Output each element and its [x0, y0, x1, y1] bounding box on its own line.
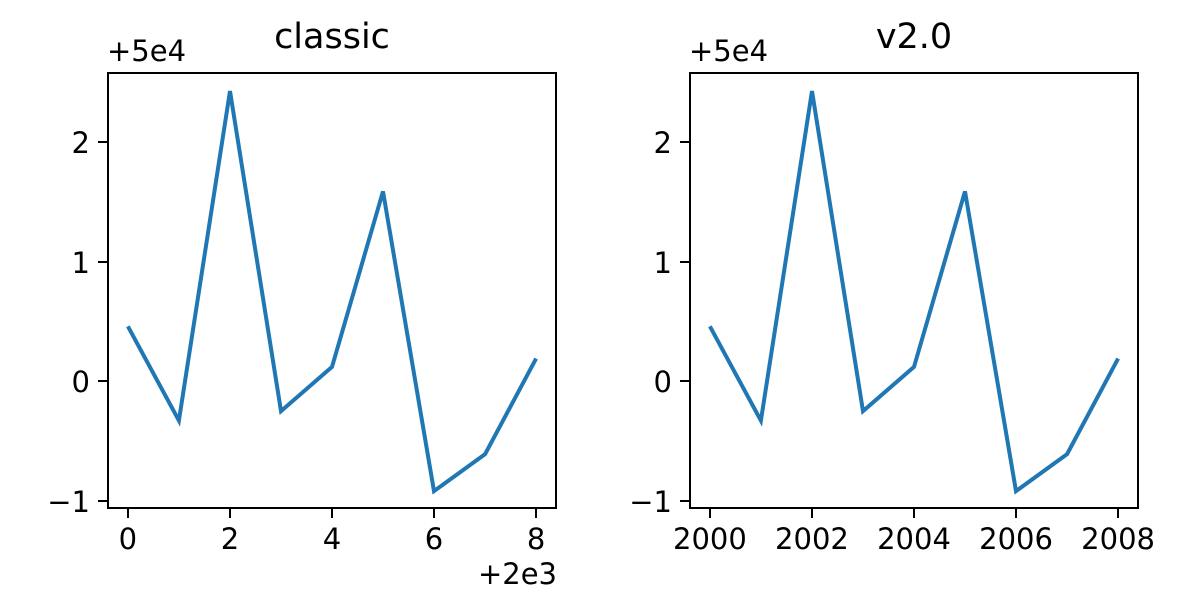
- x-tick-mark: [913, 509, 915, 518]
- x-tick-label: 2008: [1081, 522, 1155, 556]
- x-tick-label: 4: [322, 522, 342, 556]
- y-axis-offset-label: +5e4: [689, 34, 769, 68]
- y-tick-label: −1: [629, 484, 672, 519]
- y-tick-mark: [680, 380, 689, 383]
- x-tick-mark: [535, 509, 538, 518]
- y-tick-label: 1: [71, 245, 90, 280]
- x-tick-label: 2: [220, 522, 240, 556]
- x-tick-label: 2000: [673, 522, 747, 556]
- y-tick-mark: [98, 141, 107, 144]
- x-tick-mark: [1015, 509, 1018, 518]
- y-tick-mark: [98, 499, 107, 502]
- x-tick-label: 2006: [979, 522, 1053, 556]
- y-tick-mark: [680, 260, 689, 263]
- x-tick-label: 2002: [775, 522, 849, 556]
- line-series: [708, 90, 1120, 495]
- x-tick-mark: [331, 509, 333, 518]
- y-tick-label: 2: [71, 126, 90, 161]
- x-tick-mark: [810, 509, 813, 518]
- plot-area: [708, 90, 1120, 495]
- chart-title: v2.0: [875, 17, 953, 57]
- y-tick-label: 2: [653, 126, 672, 161]
- y-tick-label: 0: [653, 365, 672, 400]
- x-tick-label: 6: [424, 522, 444, 556]
- axes-box: [107, 72, 557, 509]
- x-tick-mark: [228, 509, 231, 518]
- x-axis-offset-label: +2e3: [477, 557, 557, 591]
- x-tick-mark: [708, 509, 711, 518]
- chart-title: classic: [274, 17, 390, 57]
- y-tick-label: −1: [47, 484, 90, 519]
- y-tick-mark: [680, 141, 689, 144]
- x-tick-label: 8: [526, 522, 546, 556]
- x-tick-mark: [433, 509, 436, 518]
- x-tick-mark: [126, 509, 129, 518]
- y-tick-mark: [98, 260, 107, 263]
- y-tick-mark: [680, 499, 689, 502]
- plot-area: [126, 90, 538, 495]
- y-tick-mark: [98, 380, 107, 383]
- x-tick-mark: [1117, 509, 1120, 518]
- x-tick-label: 2004: [877, 522, 951, 556]
- line-series: [126, 90, 538, 495]
- x-tick-label: 0: [118, 522, 138, 556]
- y-tick-label: 0: [71, 365, 90, 400]
- y-tick-label: 1: [653, 245, 672, 280]
- axes-box: [689, 72, 1139, 509]
- y-axis-offset-label: +5e4: [107, 34, 187, 68]
